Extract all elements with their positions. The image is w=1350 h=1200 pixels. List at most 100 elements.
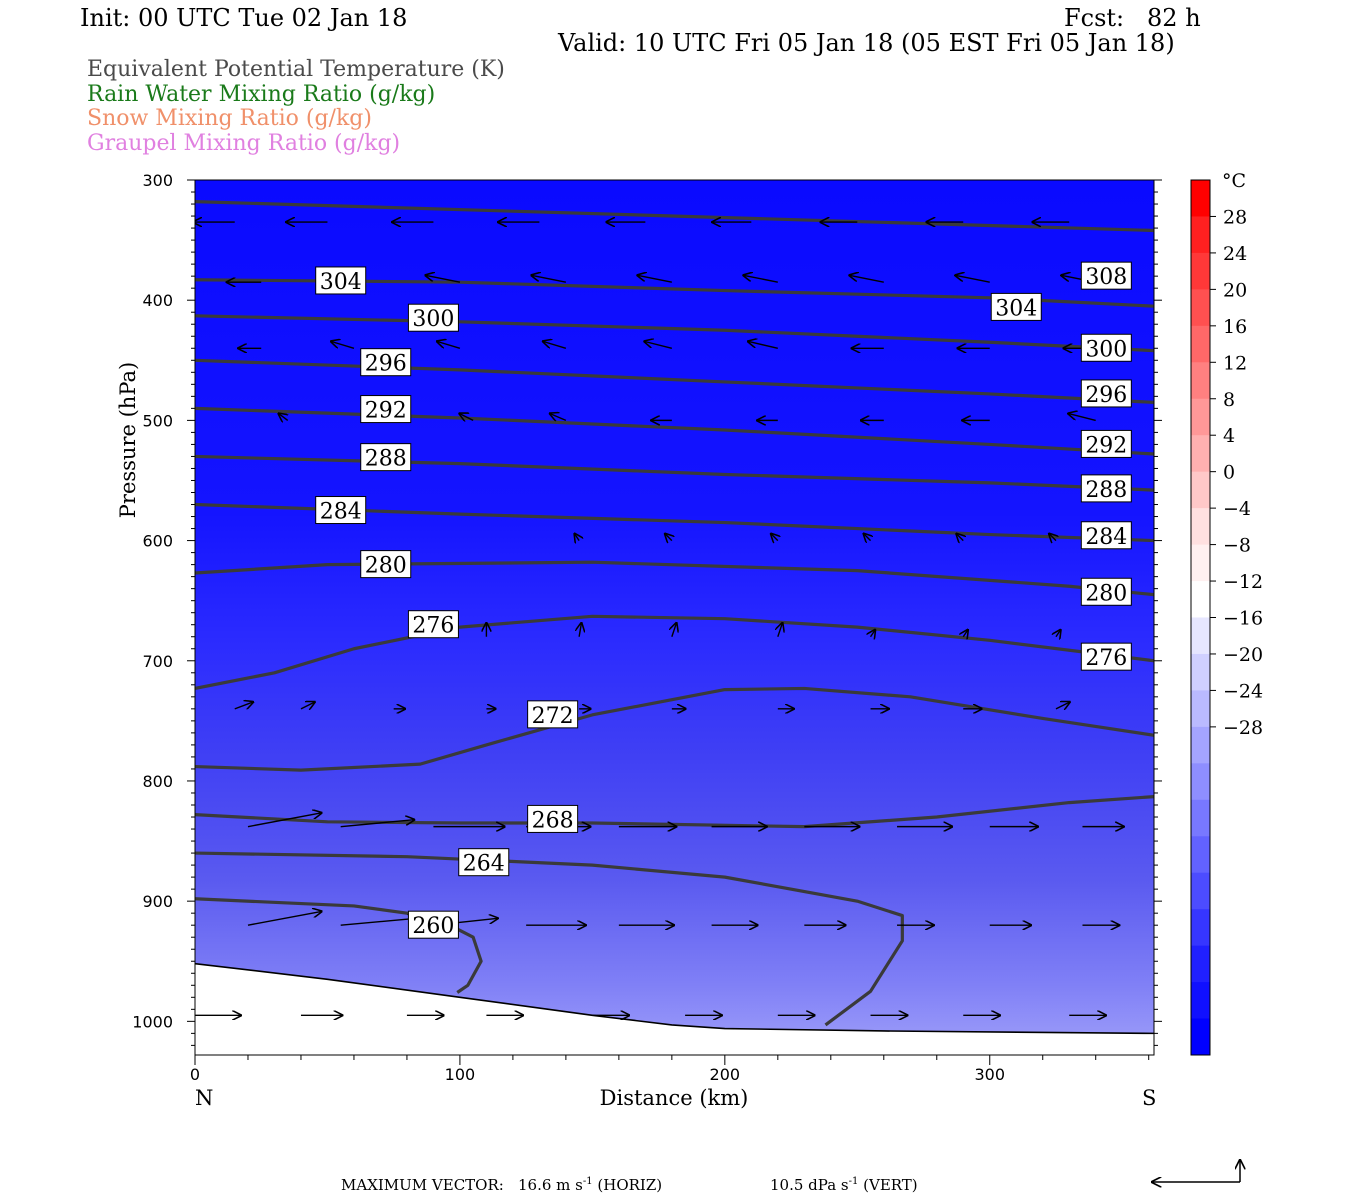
wind-vector — [340, 820, 415, 828]
wind-vector — [778, 623, 783, 637]
colorbar-bin — [1191, 1018, 1210, 1056]
colorbar-tick-label: −16 — [1223, 608, 1263, 630]
colorbar-bin — [1191, 471, 1210, 509]
legend-graupel: Graupel Mixing Ratio (g/kg) — [87, 131, 401, 156]
wind-vector — [579, 623, 581, 637]
contour-label-box-276 — [407, 610, 459, 639]
valid-time: Valid: 10 UTC Fri 05 Jan 18 (05 EST Fri … — [558, 29, 1175, 57]
contour-label-box-288 — [360, 443, 412, 472]
contour-label-box-296 — [360, 348, 412, 377]
init-time: Init: 00 UTC Tue 02 Jan 18 — [80, 4, 408, 32]
wind-vector — [672, 623, 677, 637]
colorbar-unit: °C — [1222, 170, 1246, 192]
footer-vert-value: 10.5 dPa s — [770, 1176, 849, 1194]
wind-vector — [279, 413, 288, 420]
y-tick-label: 500 — [142, 411, 173, 430]
wind-vector — [340, 918, 417, 926]
wind-vector — [1055, 702, 1070, 709]
y-tick-label: 800 — [142, 772, 173, 791]
contour-label-box-268 — [527, 804, 579, 833]
colorbar-tick-label: 20 — [1223, 279, 1247, 301]
wind-vector — [743, 275, 778, 283]
legend-snow: Snow Mixing Ratio (g/kg) — [87, 106, 372, 131]
footer-horiz-tag: (HORIZ) — [597, 1176, 663, 1194]
x-tick-label: 0 — [190, 1065, 200, 1084]
colorbar-bin — [1191, 872, 1210, 910]
theta-e-contour-300 — [195, 314, 1154, 353]
theta-e-contour-268 — [195, 794, 1154, 829]
colorbar-tick-label: 12 — [1223, 352, 1247, 374]
wind-vector — [748, 341, 778, 349]
contour-label-300: 300 — [1085, 337, 1127, 362]
footer-vert-tag: (VERT) — [863, 1176, 918, 1194]
wind-vector — [550, 413, 567, 420]
contour-label-280: 280 — [365, 554, 407, 579]
x-tick-label: 100 — [445, 1065, 476, 1084]
wind-vector — [575, 534, 580, 541]
x-tick-label: 200 — [710, 1065, 741, 1084]
footer-vert: 10.5 dPa s-1 (VERT) — [770, 1176, 918, 1194]
forecast-hour: Fcst: 82 h — [1064, 4, 1201, 32]
y-tick-label: 700 — [142, 652, 173, 671]
contour-label-292: 292 — [1085, 433, 1127, 458]
contour-label-box-292 — [1080, 429, 1132, 458]
theta-e-contour-284 — [195, 502, 1154, 543]
colorbar-tick-label: −28 — [1223, 717, 1263, 739]
wind-vector — [247, 911, 322, 926]
colorbar-bin — [1191, 945, 1210, 983]
wind-vector — [955, 275, 990, 283]
contour-label-284: 284 — [1085, 525, 1127, 550]
reference-vector-icon — [1152, 1160, 1240, 1182]
wind-vector — [864, 534, 871, 541]
contour-label-264: 264 — [463, 852, 505, 877]
colorbar-bin — [1191, 289, 1210, 327]
colorbar-bin — [1191, 581, 1210, 618]
wind-vector — [543, 341, 567, 349]
colorbar-tick-label: −4 — [1223, 498, 1251, 520]
contour-label-box-276 — [1080, 642, 1132, 671]
contour-label-268: 268 — [532, 808, 574, 833]
wind-vector — [644, 341, 673, 349]
contour-label-box-308 — [1080, 261, 1132, 290]
x-axis-label: Distance (km) — [600, 1086, 749, 1110]
y-tick-label: 400 — [142, 291, 173, 310]
theta-e-contour-260 — [195, 897, 483, 994]
terrain-fill — [195, 963, 1154, 1055]
footer-horiz: 16.6 m s-1 (HORIZ) — [518, 1176, 662, 1194]
colorbar-bin — [1191, 216, 1210, 254]
colorbar-bin — [1191, 909, 1210, 947]
footer-vert-exp: -1 — [848, 1176, 859, 1187]
contour-label-296: 296 — [365, 352, 407, 377]
colorbar-tick-label: 8 — [1223, 389, 1235, 411]
x-end-label-north: N — [195, 1086, 213, 1110]
contour-label-288: 288 — [1085, 478, 1127, 503]
wind-vector — [871, 630, 876, 637]
colorbar-bin — [1191, 508, 1210, 546]
plot-frame — [194, 179, 1155, 1056]
contour-label-box-280 — [360, 550, 412, 579]
wind-vector — [1049, 534, 1056, 541]
contour-label-box-304 — [990, 292, 1042, 321]
colorbar-tick-label: 24 — [1223, 243, 1247, 265]
colorbar-bin — [1191, 690, 1210, 728]
wind-vector — [637, 275, 672, 283]
contour-label-box-288 — [1080, 474, 1132, 503]
contour-label-276: 276 — [1085, 646, 1127, 671]
wind-vector — [459, 413, 474, 420]
contour-label-box-304 — [315, 266, 367, 295]
wind-vector — [956, 534, 963, 541]
contour-label-288: 288 — [365, 447, 407, 472]
contour-label-box-296 — [1080, 379, 1132, 408]
colorbar-bin — [1191, 544, 1210, 582]
theta-e-contour-304 — [195, 278, 1154, 308]
colorbar-tick-label: −20 — [1223, 644, 1263, 666]
wind-vector — [849, 275, 884, 283]
wind-vector — [963, 630, 968, 637]
y-tick-label: 900 — [142, 892, 173, 911]
footer-label: MAXIMUM VECTOR: — [341, 1176, 504, 1194]
x-end-label-south: S — [1142, 1086, 1156, 1110]
wind-vector — [234, 702, 253, 709]
contour-label-284: 284 — [320, 500, 362, 525]
wind-vector — [437, 341, 461, 349]
